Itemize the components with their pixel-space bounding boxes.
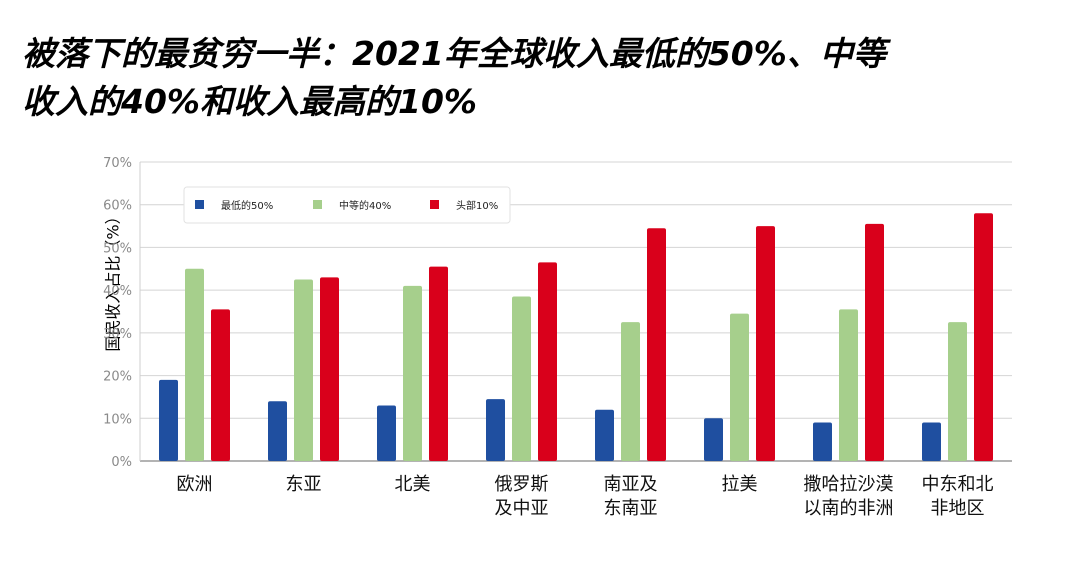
legend-swatch [313,200,322,209]
x-tick-label: 北美 [395,474,431,495]
y-tick-label: 60% [103,199,132,214]
y-tick-labels: 0% 10% 20% 30% 40% 50% 60% 70% [103,156,132,470]
bar [621,322,640,461]
bar [974,213,993,461]
bar [294,279,313,461]
legend-swatch [195,200,204,209]
x-tick-label: 欧洲 [177,474,213,495]
y-tick-label: 40% [103,284,132,299]
legend-swatch [430,200,439,209]
legend-box [183,186,511,224]
x-tick-label: 非地区 [931,498,985,519]
bar [403,285,422,461]
bar [922,422,941,461]
legend-label: 最低的50% [221,199,273,212]
legend: 最低的50% 中等的40% 头部10% [183,186,511,224]
x-tick-label: 南亚及 [604,474,658,495]
bar [813,422,832,461]
bar [948,322,967,461]
bar [320,277,339,461]
bar [730,313,749,461]
x-tick-label: 东南亚 [604,498,658,519]
x-tick-label: 中东和北 [922,474,994,495]
y-tick-label: 70% [103,156,132,171]
bars [159,213,993,461]
y-tick-label: 50% [103,241,132,256]
bar [538,262,557,461]
x-tick-label: 东亚 [286,474,322,495]
bar [839,309,858,461]
bar [512,296,531,461]
x-tick-label: 俄罗斯 [495,474,549,495]
title-line-1: 被落下的最贫穷一半：2021年全球收入最低的50%、中等 [22,34,886,73]
chart-title: 被落下的最贫穷一半：2021年全球收入最低的50%、中等 收入的40%和收入最高… [22,30,1062,126]
bar [756,226,775,461]
x-tick-label: 撒哈拉沙漠 [804,474,894,495]
bar [159,379,178,461]
x-tick-label: 以南的非洲 [804,498,894,519]
bar [704,418,723,461]
bar [377,405,396,461]
legend-label: 中等的40% [339,199,391,212]
y-tick-label: 0% [111,455,132,470]
x-tick-label: 拉美 [722,474,758,495]
bar [647,228,666,461]
bar [429,266,448,461]
title-line-2: 收入的40%和收入最高的10% [22,82,477,121]
y-tick-label: 30% [103,327,132,342]
bar [268,401,287,461]
bar [486,399,505,461]
x-tick-label: 及中亚 [495,498,549,519]
y-tick-label: 10% [103,412,132,427]
bar [211,309,230,461]
legend-label: 头部10% [456,199,498,212]
bar [595,409,614,461]
bar [185,268,204,461]
y-tick-label: 20% [103,370,132,385]
bar [865,223,884,461]
